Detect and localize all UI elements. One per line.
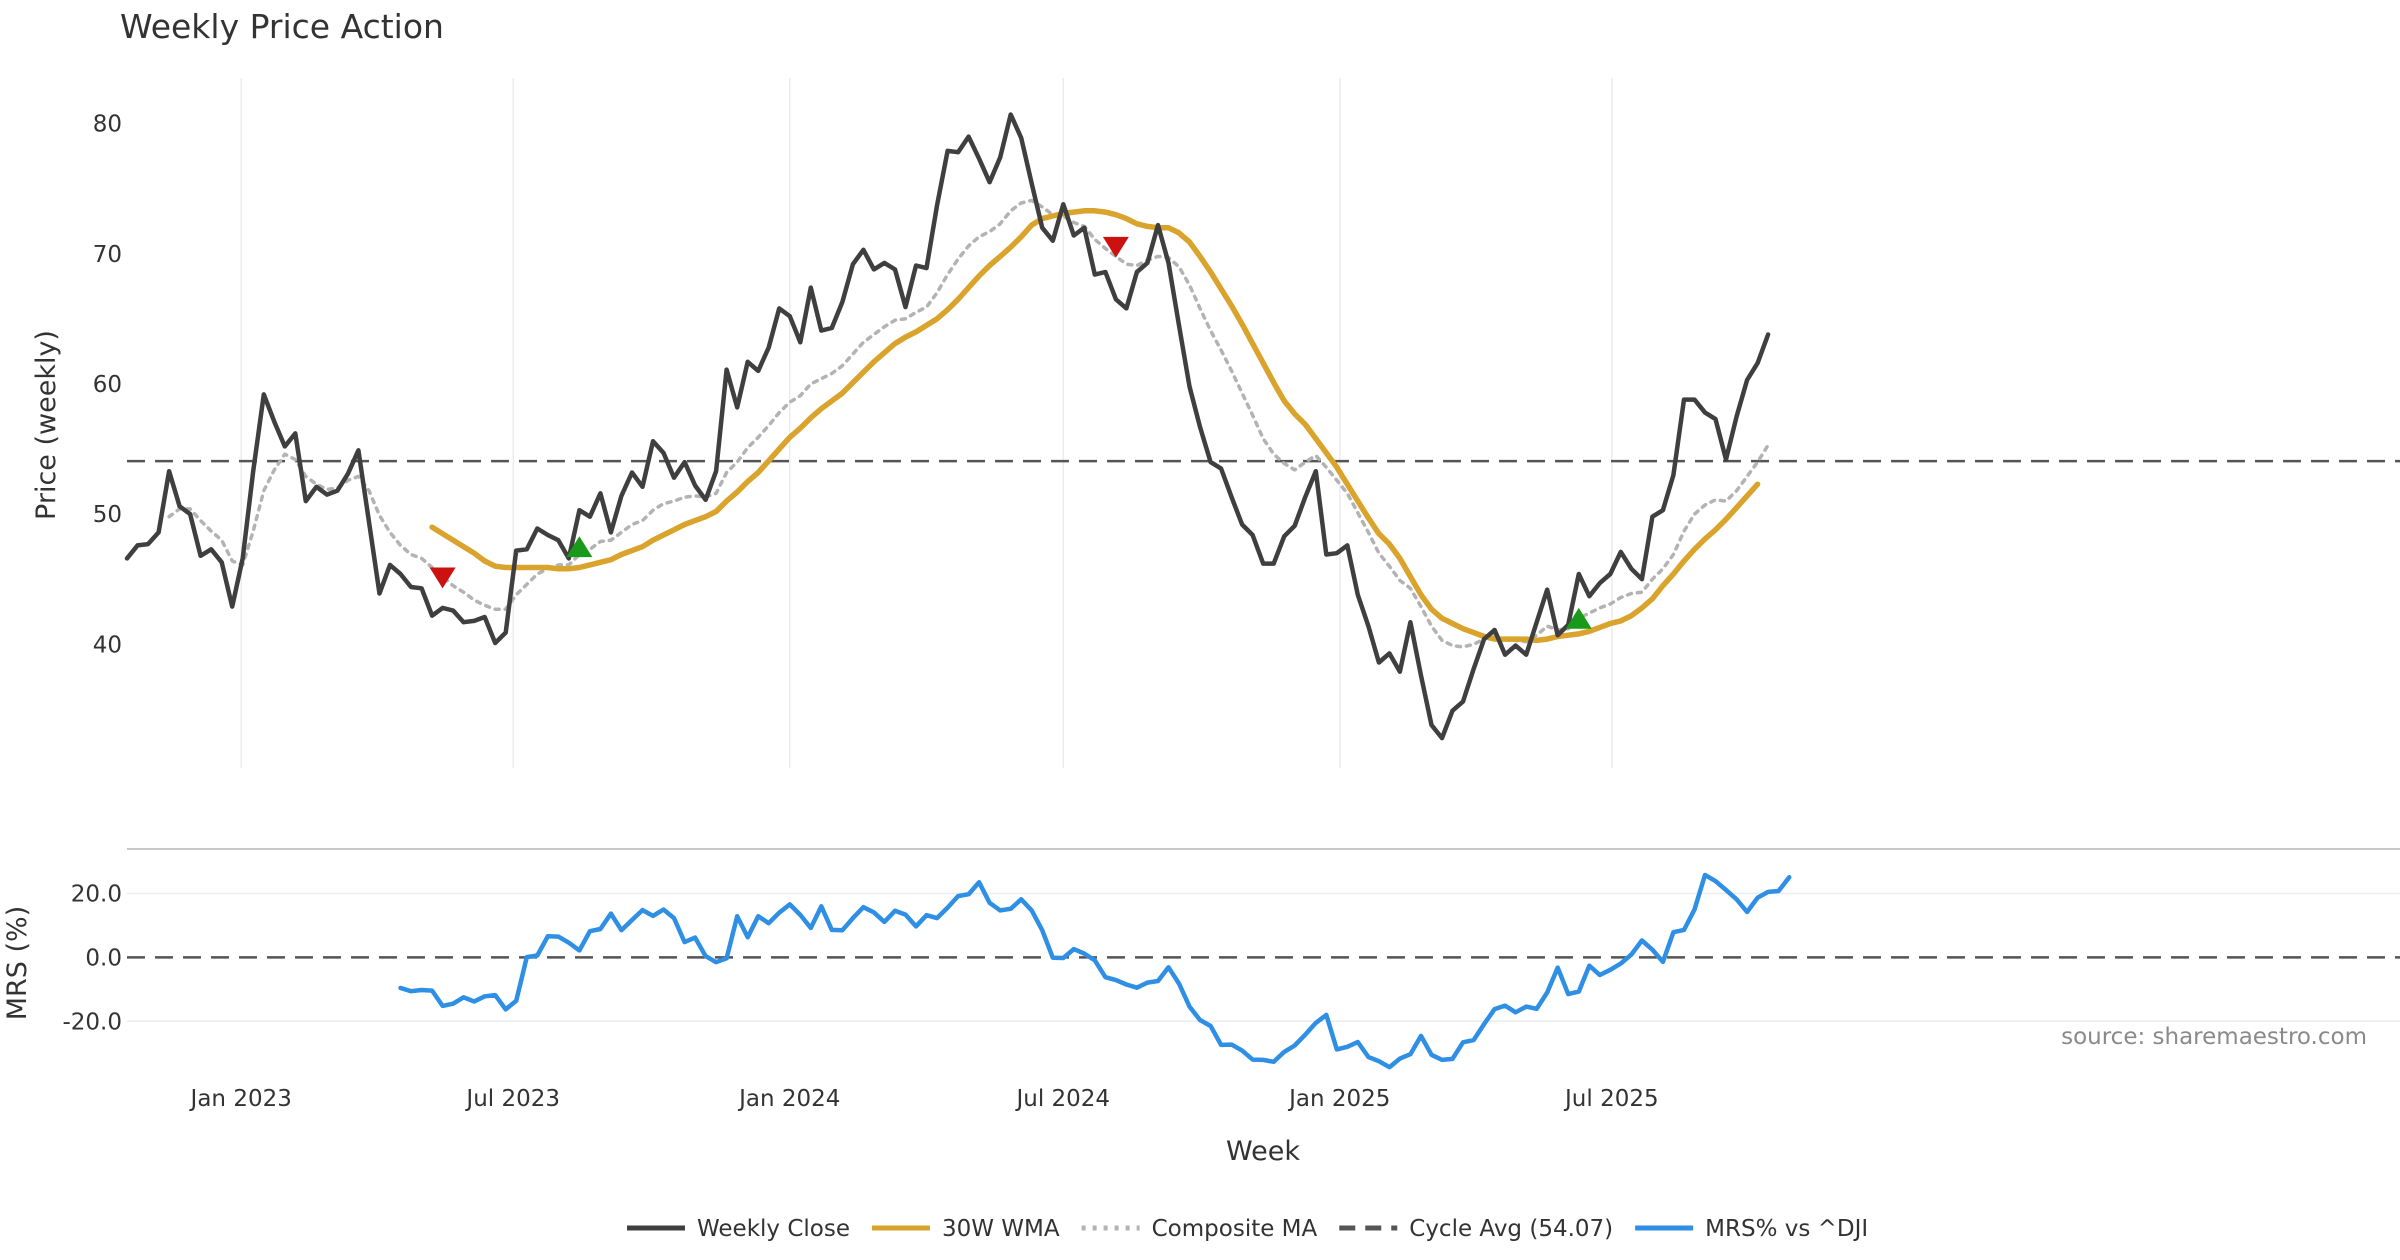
legend-item-cycle-avg-54-07: Cycle Avg (54.07) (1339, 1216, 1613, 1242)
buy-signal-marker (566, 536, 593, 558)
sell-signal-marker (1102, 236, 1129, 258)
y-tick-label: 40 (93, 632, 122, 658)
series-weekly-close (124, 112, 1771, 741)
source-note: source: sharemaestro.com (2061, 1024, 2367, 1050)
y-tick-label: 80 (93, 112, 122, 138)
x-tick-label: Jan 2025 (1287, 1086, 1390, 1112)
x-axis-ticks: Jan 2023 Jul 2023 Jan 2024 Jul 2024 Jan 2025… (189, 1086, 1659, 1112)
mrs-y-ticks: 20.0 0.0 -20.0 (62, 882, 122, 1036)
mrs-tick-label: 20.0 (71, 882, 122, 908)
price-axis-title: Price (weekly) (31, 330, 62, 520)
legend-item-mrs-vs-dji: MRS% vs ^DJI (1635, 1216, 1868, 1242)
x-axis-title: Week (1226, 1136, 1300, 1167)
y-tick-label: 70 (93, 242, 122, 268)
legend-item-30w-wma: 30W WMA (871, 1216, 1060, 1242)
sell-signal-marker (429, 567, 456, 589)
legend-label: Weekly Close (697, 1216, 850, 1242)
y-tick-label: 60 (93, 372, 122, 398)
price-panel-grid (240, 78, 1613, 768)
price-y-ticks: 40 50 60 70 80 (93, 112, 122, 659)
series-30w-wma (429, 208, 1761, 644)
legend-label: MRS% vs ^DJI (1705, 1216, 1868, 1242)
legend: Weekly Close 30W WMA Composite MA Cycle Avg… (627, 1216, 1868, 1242)
buy-signal-marker (1565, 607, 1592, 629)
y-tick-label: 50 (93, 502, 122, 528)
x-tick-label: Jul 2023 (464, 1086, 560, 1112)
x-tick-label: Jul 2025 (1563, 1086, 1659, 1112)
mrs-axis-title: MRS (%) (2, 906, 33, 1021)
mrs-panel-grid (127, 892, 2400, 1023)
legend-label: Cycle Avg (54.07) (1409, 1216, 1613, 1242)
chart-title: Weekly Price Action (120, 7, 444, 46)
x-tick-label: Jan 2024 (737, 1086, 840, 1112)
mrs-series-group (398, 872, 1792, 1070)
x-tick-label: Jan 2023 (189, 1086, 292, 1112)
mrs-tick-label: 0.0 (85, 945, 122, 971)
price-series-group (124, 112, 1771, 741)
series-mrs-vs-dji (398, 872, 1792, 1070)
legend-label: 30W WMA (942, 1216, 1060, 1242)
legend-item-weekly-close: Weekly Close (627, 1216, 850, 1242)
mrs-tick-label: -20.0 (62, 1009, 122, 1035)
series-composite-ma (167, 198, 1770, 649)
x-tick-label: Jul 2024 (1014, 1086, 1110, 1112)
legend-item-composite-ma: Composite MA (1081, 1216, 1318, 1242)
signal-markers (429, 236, 1592, 629)
legend-label: Composite MA (1152, 1216, 1318, 1242)
